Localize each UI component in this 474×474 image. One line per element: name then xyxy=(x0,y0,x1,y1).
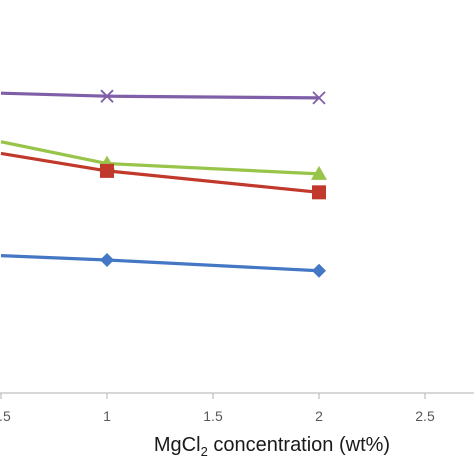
series-4-marker xyxy=(100,253,114,268)
series-1-marker xyxy=(100,89,114,103)
plot-area: 0.5 1 1.5 2 2.5 xyxy=(0,89,474,424)
series-1-line xyxy=(0,91,320,100)
series-3-marker xyxy=(100,163,114,178)
series-2-marker xyxy=(311,165,327,180)
series-3-marker xyxy=(312,185,326,200)
x-axis-title-subscript: 2 xyxy=(201,444,208,459)
x-axis-title-rest: concentration (wt%) xyxy=(208,434,390,456)
series-2-line xyxy=(0,140,320,176)
x-tick-label: 1.5 xyxy=(203,408,223,424)
x-tick-label: 2.5 xyxy=(415,408,435,424)
series-3 xyxy=(0,151,326,200)
x-tick-label: 2 xyxy=(315,408,323,424)
series-1 xyxy=(0,89,326,105)
x-axis-ticks: 0.5 1 1.5 2 2.5 xyxy=(0,393,435,424)
x-tick-label: 1 xyxy=(103,408,111,424)
x-axis-title: MgCl2 concentration (wt%) xyxy=(154,434,390,459)
series-4-marker xyxy=(312,263,326,278)
series-1-marker xyxy=(312,91,326,105)
series-4-line xyxy=(0,254,320,273)
x-tick-label: 0.5 xyxy=(0,408,11,424)
series-layer xyxy=(0,89,327,278)
series-4 xyxy=(0,253,326,278)
x-axis-title-main: MgCl xyxy=(154,434,201,456)
